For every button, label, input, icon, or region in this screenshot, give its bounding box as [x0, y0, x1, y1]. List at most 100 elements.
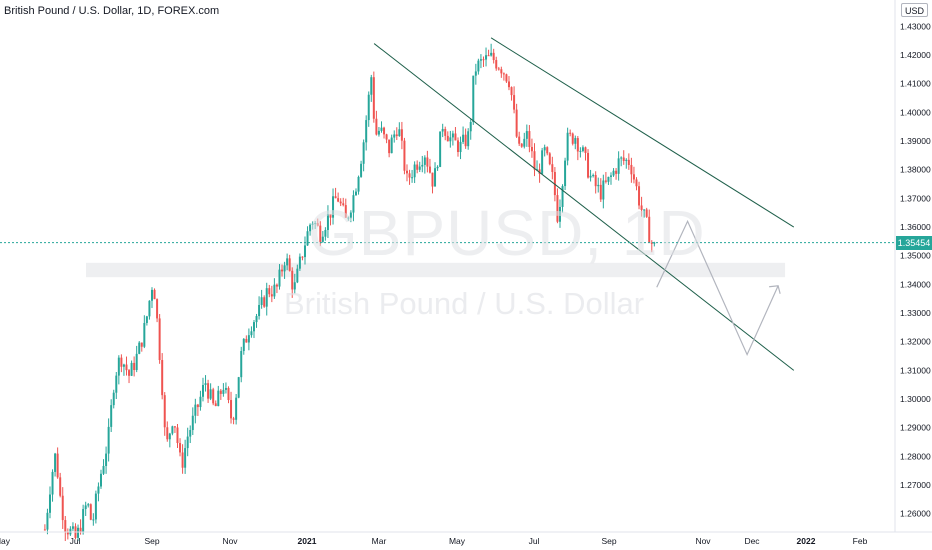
candle-body — [122, 364, 125, 367]
time-tick-label: Feb — [853, 536, 868, 546]
candle-body — [650, 242, 653, 244]
candle-body — [214, 403, 217, 407]
candle-body — [281, 269, 284, 272]
candle-body — [436, 166, 439, 169]
candle-body — [416, 164, 419, 170]
candle-body — [370, 77, 373, 95]
candle-body — [423, 157, 426, 165]
candle-body — [632, 174, 635, 180]
time-axis[interactable]: May Jul Sep Nov 2021 Mar May Jul Sep Nov Dec 2022 Fe… — [0, 536, 868, 546]
candle-body — [405, 170, 408, 174]
candle-body — [191, 415, 194, 431]
candle-body — [569, 132, 572, 134]
price-tick-label: 1.40000 — [900, 107, 931, 117]
candle-body — [439, 131, 442, 167]
candle-body — [513, 95, 516, 110]
candle-body — [441, 128, 444, 132]
candle-body — [400, 129, 403, 141]
candle-body — [367, 94, 370, 121]
candle-body — [388, 139, 391, 154]
candle-body — [189, 430, 192, 437]
candle-body — [645, 209, 648, 217]
candle-body — [584, 147, 587, 153]
candle-body — [240, 351, 243, 378]
price-tick-label: 1.36000 — [900, 222, 931, 232]
candle-body — [43, 529, 46, 531]
price-tick-label: 1.26000 — [900, 509, 931, 519]
candle-body — [230, 400, 233, 419]
candle-body — [617, 158, 620, 174]
candle-body — [79, 527, 82, 533]
candle-body — [145, 316, 148, 323]
candle-body — [92, 519, 95, 521]
candle-body — [66, 532, 69, 535]
candle-body — [474, 71, 477, 76]
candle-body — [107, 426, 110, 454]
price-tick-label: 1.31000 — [900, 365, 931, 375]
candle-body — [467, 131, 470, 147]
candle-body — [71, 526, 74, 529]
candle-body — [635, 179, 638, 187]
candle-body — [166, 427, 169, 440]
candle-body — [48, 494, 51, 513]
watermark-description: British Pound / U.S. Dollar — [284, 286, 645, 321]
candle-body — [377, 130, 380, 135]
candle-body — [349, 212, 352, 218]
price-tick-label: 1.32000 — [900, 337, 931, 347]
candle-body — [275, 284, 278, 287]
time-tick-label: Sep — [601, 536, 616, 546]
candle-body — [186, 436, 189, 449]
candle-body — [548, 153, 551, 165]
candle-body — [291, 270, 294, 290]
candle-body — [609, 175, 612, 177]
candle-body — [431, 172, 434, 187]
candle-body — [201, 384, 204, 397]
candle-body — [232, 418, 235, 420]
candle-body — [163, 395, 166, 428]
candle-body — [587, 152, 590, 178]
price-axis[interactable]: 1.43000 1.42000 1.41000 1.40000 1.39000 1.380… — [900, 21, 931, 518]
candle-body — [357, 176, 360, 192]
last-price-label: 1.35454 — [896, 235, 932, 250]
price-tick-label: 1.28000 — [900, 451, 931, 461]
candle-body — [342, 203, 345, 206]
candle-body — [64, 520, 67, 533]
candle-body — [94, 493, 97, 520]
time-tick-label: Nov — [695, 536, 711, 546]
time-tick-label: Jul — [529, 536, 540, 546]
price-tick-label: 1.38000 — [900, 165, 931, 175]
candle-body — [77, 527, 80, 538]
candle-body — [265, 288, 268, 307]
candle-body — [319, 225, 322, 242]
candle-body — [469, 122, 472, 132]
time-tick-label: May — [0, 536, 11, 546]
candle-body — [222, 389, 225, 394]
candle-body — [117, 357, 120, 376]
channel-lower-trendline — [373, 43, 795, 371]
candle-body — [110, 405, 113, 427]
candle-body — [347, 217, 350, 219]
candle-body — [362, 142, 365, 164]
channel-upper-trendline — [490, 37, 795, 228]
candle-body — [306, 231, 309, 246]
candle-body — [520, 143, 523, 147]
candle-body — [161, 360, 164, 396]
candle-body — [490, 52, 493, 56]
candle-body — [138, 342, 141, 354]
candle-body — [339, 201, 342, 204]
candle-body — [576, 138, 579, 152]
candle-body — [227, 387, 230, 401]
candle-body — [530, 146, 533, 152]
candle-body — [235, 397, 238, 420]
candle-body — [59, 477, 62, 496]
candle-body — [408, 173, 411, 178]
candle-body — [640, 205, 643, 210]
candle-body — [385, 134, 388, 140]
symbol-title[interactable]: British Pound / U.S. Dollar, 1D, FOREX.c… — [4, 5, 220, 17]
candle-body — [372, 77, 375, 119]
currency-selector[interactable]: USD — [901, 3, 928, 17]
candle-body — [135, 353, 138, 371]
candle-body — [316, 223, 319, 226]
candle-body — [566, 132, 569, 161]
